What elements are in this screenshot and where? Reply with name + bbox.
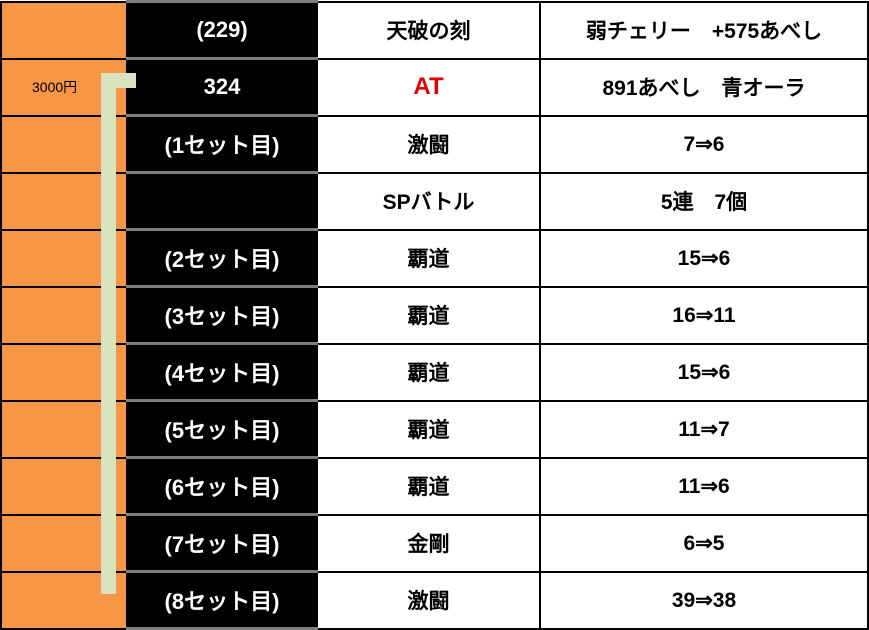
investment-bar-marker (101, 73, 136, 88)
detail-cell: 5連 7個 (539, 171, 869, 231)
game-count-cell: (7セット目) (126, 513, 318, 573)
game-count-cell: 324 (126, 57, 318, 117)
game-count-cell: (3セット目) (126, 285, 318, 345)
detail-cell: 891あべし 青オーラ (539, 57, 869, 117)
game-count-cell: (4セット目) (126, 342, 318, 402)
detail-cell: 39⇒38 (539, 570, 869, 630)
game-count-cell: (1セット目) (126, 114, 318, 174)
game-count-cell: (2セット目) (126, 228, 318, 288)
table-row: (1セット目) 激闘 7⇒6 (0, 114, 869, 174)
game-count-cell (126, 171, 318, 231)
game-count-cell: (5セット目) (126, 399, 318, 459)
event-cell: 覇道 (316, 399, 541, 459)
event-cell: 覇道 (316, 285, 541, 345)
detail-cell: 11⇒7 (539, 399, 869, 459)
game-count-cell: (8セット目) (126, 570, 318, 630)
detail-cell: 15⇒6 (539, 342, 869, 402)
event-cell: AT (316, 57, 541, 117)
table-row: SPバトル 5連 7個 (0, 171, 869, 231)
event-cell: 激闘 (316, 114, 541, 174)
table-row: 3000円 324 AT 891あべし 青オーラ (0, 57, 869, 117)
event-cell: 激闘 (316, 570, 541, 630)
event-cell: 覇道 (316, 228, 541, 288)
event-cell: 天破の刻 (316, 0, 541, 60)
table-row: (2セット目) 覇道 15⇒6 (0, 228, 869, 288)
event-cell: SPバトル (316, 171, 541, 231)
game-count-cell: (6セット目) (126, 456, 318, 516)
event-cell: 金剛 (316, 513, 541, 573)
event-cell: 覇道 (316, 456, 541, 516)
table-row: (229) 天破の刻 弱チェリー +575あべし (0, 0, 869, 60)
investment-bar (101, 73, 116, 594)
table-row: (6セット目) 覇道 11⇒6 (0, 456, 869, 516)
table-row: (4セット目) 覇道 15⇒6 (0, 342, 869, 402)
detail-cell: 16⇒11 (539, 285, 869, 345)
detail-cell: 弱チェリー +575あべし (539, 0, 869, 60)
detail-cell: 11⇒6 (539, 456, 869, 516)
game-count-cell: (229) (126, 0, 318, 60)
detail-cell: 6⇒5 (539, 513, 869, 573)
table-row: (7セット目) 金剛 6⇒5 (0, 513, 869, 573)
detail-cell: 15⇒6 (539, 228, 869, 288)
event-cell: 覇道 (316, 342, 541, 402)
table-row: (3セット目) 覇道 16⇒11 (0, 285, 869, 345)
table-row: (5セット目) 覇道 11⇒7 (0, 399, 869, 459)
money-cell (0, 0, 128, 60)
table-row: (8セット目) 激闘 39⇒38 (0, 570, 869, 630)
detail-cell: 7⇒6 (539, 114, 869, 174)
